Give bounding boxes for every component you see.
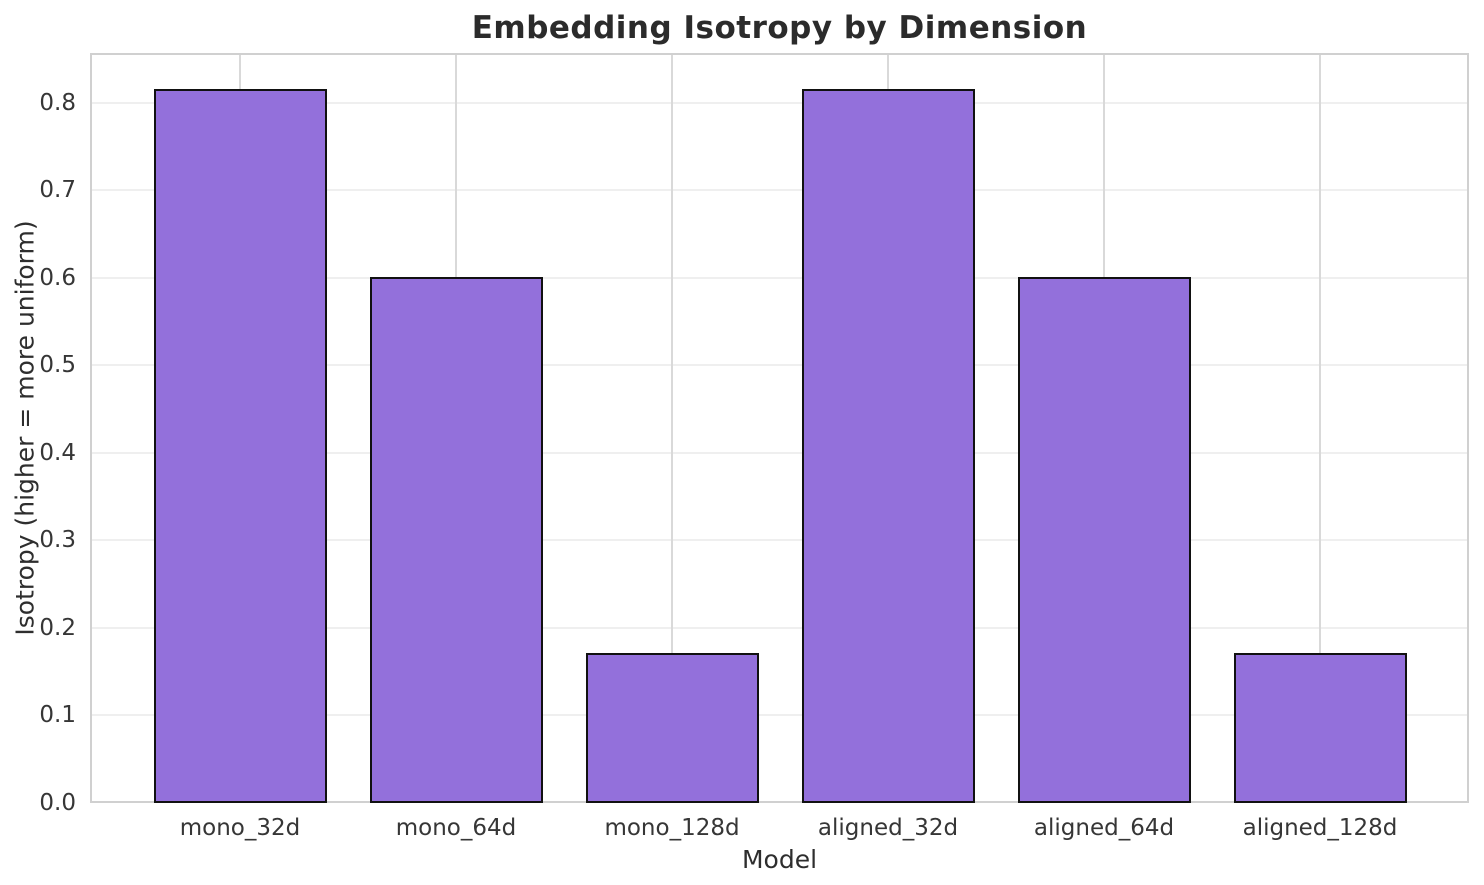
y-tick-label: 0.0: [39, 790, 76, 816]
x-tick-label: aligned_64d: [1033, 815, 1175, 841]
h-gridline: [90, 539, 1469, 542]
bar-aligned_32d: [801, 89, 975, 803]
h-gridline: [90, 364, 1469, 367]
y-tick-label: 0.3: [39, 527, 76, 554]
bar-mono_64d: [369, 277, 543, 803]
y-tick-label: 0.5: [39, 352, 76, 379]
x-tick-label: mono_128d: [604, 815, 740, 841]
y-tick-label: 0.4: [39, 439, 76, 466]
v-gridline: [671, 53, 673, 803]
bar-mono_128d: [585, 653, 759, 803]
h-gridline: [90, 276, 1469, 279]
x-tick-label: mono_32d: [179, 815, 301, 841]
bar-aligned_128d: [1233, 653, 1407, 803]
bar-aligned_64d: [1017, 277, 1191, 803]
y-tick-label: 0.6: [39, 264, 76, 291]
y-tick-label: 0.8: [39, 89, 76, 116]
h-gridline: [90, 101, 1469, 104]
x-tick-label: mono_64d: [395, 815, 517, 841]
y-tick-label: 0.1: [39, 702, 76, 729]
v-gridline: [1319, 53, 1321, 803]
y-tick-label: 0.7: [39, 177, 76, 204]
h-gridline: [90, 189, 1469, 192]
bar-mono_32d: [153, 89, 327, 803]
h-gridline: [90, 714, 1469, 717]
x-tick-label: aligned_32d: [817, 815, 959, 841]
chart-title: Embedding Isotropy by Dimension: [471, 10, 1088, 46]
h-gridline: [90, 451, 1469, 454]
x-axis-label: Model: [741, 845, 818, 874]
h-gridline: [90, 626, 1469, 629]
plot-area: [90, 53, 1469, 803]
x-tick-label: aligned_128d: [1242, 815, 1398, 841]
y-tick-label: 0.2: [39, 614, 76, 641]
